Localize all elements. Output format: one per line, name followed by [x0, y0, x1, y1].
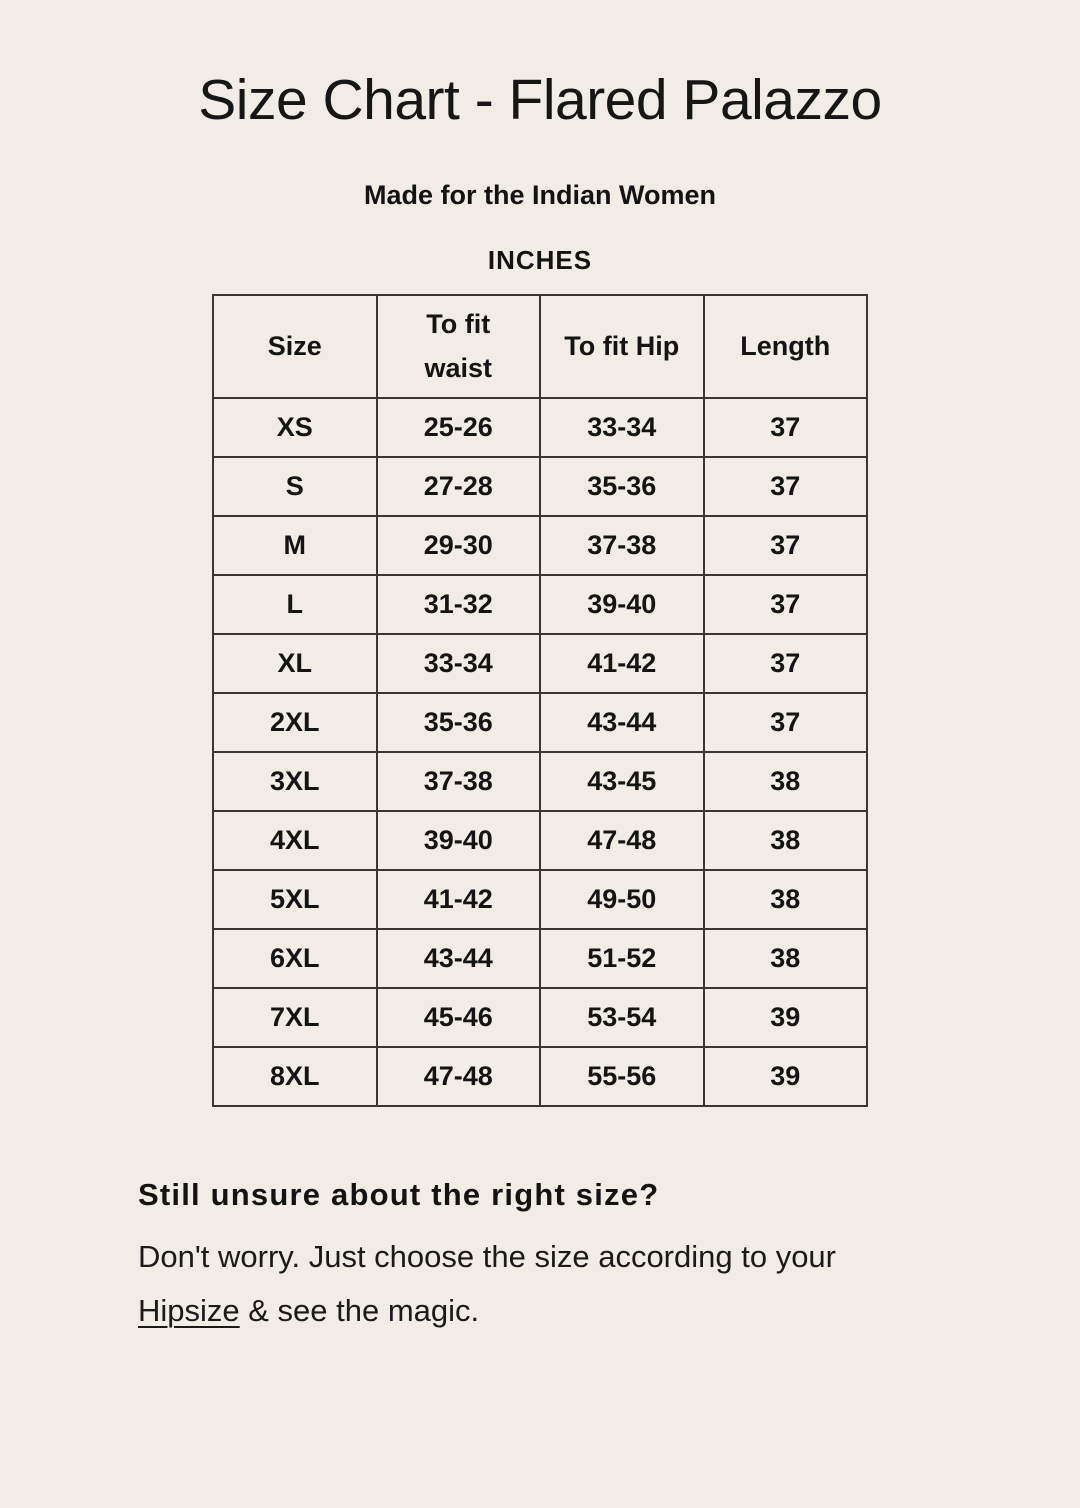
page-subtitle: Made for the Indian Women: [363, 179, 716, 210]
column-header-label: To fit Hip: [564, 330, 680, 361]
column-header-label: Size: [267, 330, 322, 361]
cell-xl-length: 37: [702, 632, 868, 694]
size-table: Size To fit waist To fit Hip Length XS 25-26…: [212, 293, 868, 1107]
cell-6xl-to-fit-hip: 51-52: [539, 927, 705, 989]
cell-4xl-size: 4XL: [212, 809, 378, 871]
cell-xs-length: 37: [702, 396, 868, 458]
table-row-4xl: 4XL 39-40 47-48 38: [212, 809, 868, 871]
cell-xs-to-fit-hip: 33-34: [539, 396, 705, 458]
table-row-7xl: 7XL 45-46 53-54 39: [212, 986, 868, 1048]
cell-m-size: M: [212, 514, 378, 576]
table-row-5xl: 5XL 41-42 49-50 38: [212, 868, 868, 930]
cell-2xl-to-fit-waist: 35-36: [375, 691, 541, 753]
cell-xl-to-fit-waist: 33-34: [375, 632, 541, 694]
cell-8xl-to-fit-waist: 47-48: [375, 1045, 541, 1107]
footer-heading: Still unsure about the right size?: [138, 1176, 660, 1212]
size-table-head: Size To fit waist To fit Hip Length: [212, 293, 868, 399]
cell-s-size: S: [212, 455, 378, 517]
column-header-to-fit-waist: To fit waist: [375, 293, 541, 399]
table-row-xl: XL 33-34 41-42 37: [212, 632, 868, 694]
cell-8xl-size: 8XL: [212, 1045, 378, 1107]
column-header-to-fit-hip: To fit Hip: [539, 293, 705, 399]
cell-2xl-size: 2XL: [212, 691, 378, 753]
cell-5xl-size: 5XL: [212, 868, 378, 930]
cell-3xl-size: 3XL: [212, 750, 378, 812]
cell-7xl-size: 7XL: [212, 986, 378, 1048]
column-header-label: Length: [740, 330, 831, 361]
cell-s-to-fit-waist: 27-28: [375, 455, 541, 517]
cell-6xl-size: 6XL: [212, 927, 378, 989]
cell-m-to-fit-waist: 29-30: [375, 514, 541, 576]
cell-5xl-to-fit-waist: 41-42: [375, 868, 541, 930]
table-row-s: S 27-28 35-36 37: [212, 455, 868, 517]
cell-s-length: 37: [702, 455, 868, 517]
cell-2xl-length: 37: [702, 691, 868, 753]
footer-note: Still unsure about the right size? Don't…: [138, 1177, 933, 1338]
cell-7xl-length: 39: [702, 986, 868, 1048]
cell-3xl-length: 38: [702, 750, 868, 812]
cell-8xl-to-fit-hip: 55-56: [539, 1045, 705, 1107]
cell-3xl-to-fit-waist: 37-38: [375, 750, 541, 812]
footer-line2-rest: & see the magic.: [239, 1292, 480, 1328]
cell-l-to-fit-hip: 39-40: [539, 573, 705, 635]
cell-m-length: 37: [702, 514, 868, 576]
cell-m-to-fit-hip: 37-38: [539, 514, 705, 576]
cell-4xl-length: 38: [702, 809, 868, 871]
size-chart-page: Size Chart - Flared Palazzo Made for the…: [0, 68, 1080, 1508]
cell-6xl-to-fit-waist: 43-44: [375, 927, 541, 989]
cell-2xl-to-fit-hip: 43-44: [539, 691, 705, 753]
footer-line2: Hipsize & see the magic.: [138, 1284, 933, 1338]
cell-l-size: L: [212, 573, 378, 635]
cell-4xl-to-fit-waist: 39-40: [375, 809, 541, 871]
cell-l-length: 37: [702, 573, 868, 635]
column-header-label: To fit waist: [424, 308, 493, 384]
size-table-body: XS 25-26 33-34 37 S 27-28 35-36 37 M 29-30 37-38 37…: [212, 396, 868, 1107]
cell-4xl-to-fit-hip: 47-48: [539, 809, 705, 871]
footer-line1: Don't worry. Just choose the size accord…: [138, 1238, 836, 1274]
cell-xs-size: XS: [212, 396, 378, 458]
cell-l-to-fit-waist: 31-32: [375, 573, 541, 635]
footer-text: Don't worry. Just choose the size accord…: [138, 1230, 933, 1338]
cell-8xl-length: 39: [702, 1045, 868, 1107]
table-row-xs: XS 25-26 33-34 37: [212, 396, 868, 458]
table-row-3xl: 3XL 37-38 43-45 38: [212, 750, 868, 812]
cell-xl-to-fit-hip: 41-42: [539, 632, 705, 694]
table-row-6xl: 6XL 43-44 51-52 38: [212, 927, 868, 989]
column-header-size: Size: [212, 293, 378, 399]
cell-5xl-to-fit-hip: 49-50: [539, 868, 705, 930]
unit-label: INCHES: [487, 244, 593, 275]
cell-6xl-length: 38: [702, 927, 868, 989]
cell-s-to-fit-hip: 35-36: [539, 455, 705, 517]
column-header-length: Length: [702, 293, 868, 399]
table-row-2xl: 2XL 35-36 43-44 37: [212, 691, 868, 753]
header-row: Size To fit waist To fit Hip Length: [212, 293, 868, 399]
cell-xl-size: XL: [212, 632, 378, 694]
table-row-l: L 31-32 39-40 37: [212, 573, 868, 635]
table-row-8xl: 8XL 47-48 55-56 39: [212, 1045, 868, 1107]
table-row-m: M 29-30 37-38 37: [212, 514, 868, 576]
page-title: Size Chart - Flared Palazzo: [198, 68, 882, 132]
cell-xs-to-fit-waist: 25-26: [375, 396, 541, 458]
hipsize-link[interactable]: Hipsize: [138, 1292, 240, 1328]
cell-5xl-length: 38: [702, 868, 868, 930]
cell-3xl-to-fit-hip: 43-45: [539, 750, 705, 812]
cell-7xl-to-fit-hip: 53-54: [539, 986, 705, 1048]
cell-7xl-to-fit-waist: 45-46: [375, 986, 541, 1048]
